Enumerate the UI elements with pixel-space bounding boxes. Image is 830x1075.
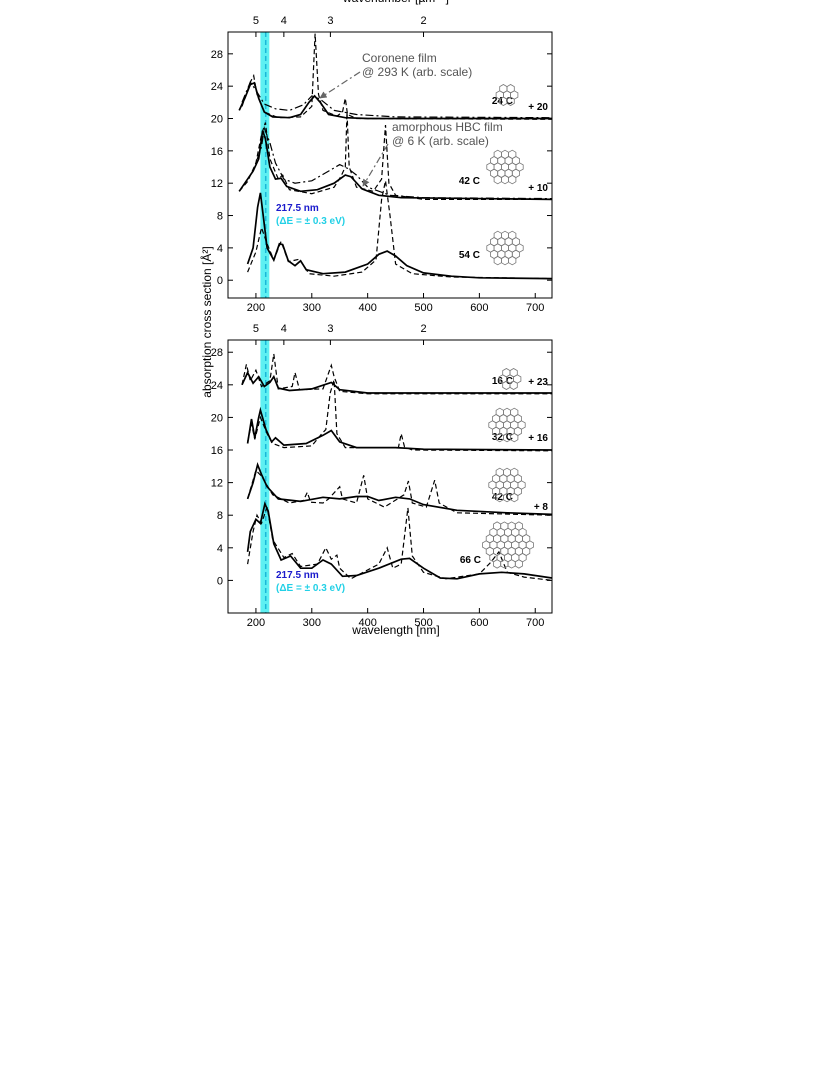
hexagon <box>517 420 526 430</box>
band-label: 217.5 nm <box>276 570 319 581</box>
y-tick-label: 8 <box>217 510 223 522</box>
molecule-label: 42 C <box>459 176 480 187</box>
x-tick-label: 600 <box>470 302 488 314</box>
spectrum-solid <box>246 461 552 516</box>
molecule-icon <box>488 407 526 443</box>
x2-tick-label: 2 <box>420 15 426 27</box>
spectrum-dashed <box>247 506 552 581</box>
curves <box>241 353 552 581</box>
x-tick-label: 700 <box>526 302 544 314</box>
molecule-label: 16 C <box>492 376 513 387</box>
x2-tick-label: 2 <box>420 323 426 335</box>
band <box>260 340 270 613</box>
x-tick-label: 200 <box>247 302 265 314</box>
y-tick-label: 20 <box>211 114 223 126</box>
molecule-icon <box>486 149 524 185</box>
hexagon <box>515 243 524 253</box>
y-tick-label: 16 <box>211 146 223 158</box>
y-tick-label: 0 <box>217 575 223 587</box>
band <box>260 32 270 298</box>
x-tick-label: 400 <box>358 617 376 629</box>
y-tick-label: 24 <box>211 380 223 392</box>
molecule-label: 66 C <box>460 555 481 566</box>
experiment-label: @ 6 K (arb. scale) <box>392 134 489 148</box>
spectrum-dashdot <box>241 125 552 200</box>
spectrum-dashed <box>247 180 552 280</box>
spectrum-solid <box>238 81 552 120</box>
y-tick-label: 24 <box>211 81 223 93</box>
molecule-icon <box>495 84 519 106</box>
molecule-label: 24 C <box>492 96 513 107</box>
x2-tick-label: 4 <box>281 15 287 27</box>
x2-tick-label: 4 <box>281 323 287 335</box>
spectrum-solid <box>246 501 552 580</box>
offset-label: + 10 <box>528 183 548 194</box>
hexagon <box>515 162 524 172</box>
offset-label: + 23 <box>528 377 548 388</box>
y-tick-label: 4 <box>217 543 223 555</box>
y-axis-title: absorption cross section [Å²] <box>199 246 214 397</box>
x-tick-label: 400 <box>358 302 376 314</box>
y-tick-label: 16 <box>211 445 223 457</box>
molecule-icon <box>488 467 526 503</box>
top-axis-title: wavenumber [µm⁻¹] <box>342 0 449 5</box>
y-tick-label: 20 <box>211 412 223 424</box>
experiment-label: @ 293 K (arb. scale) <box>362 65 472 79</box>
offset-label: + 20 <box>528 102 548 113</box>
spectrum-dashed <box>241 33 552 120</box>
x2-tick-label: 5 <box>253 323 259 335</box>
molecule-label: 54 C <box>459 250 480 261</box>
spectrum-dashed <box>241 353 552 395</box>
hexagon <box>510 90 519 100</box>
molecule-icon <box>498 368 522 390</box>
hexagon <box>525 540 534 550</box>
plot-frame <box>227 339 553 614</box>
molecule-label: 42 C <box>492 492 513 503</box>
x-tick-label: 300 <box>303 617 321 629</box>
experiment-leader <box>319 71 361 99</box>
x-tick-label: 200 <box>247 617 265 629</box>
band-error: (ΔE = ± 0.3 eV) <box>276 583 345 594</box>
y-tick-label: 28 <box>211 49 223 61</box>
x2-tick-label: 3 <box>327 323 333 335</box>
x-axis-title: wavelength [nm] <box>351 623 439 637</box>
spectrum-dashed <box>247 379 552 452</box>
molecule-icon <box>486 230 524 266</box>
y-tick-label: 12 <box>211 178 223 190</box>
experiment-label: Coronene film <box>362 51 437 65</box>
y-tick-label: 0 <box>217 275 223 287</box>
offset-label: + 8 <box>534 502 549 513</box>
plot-frame <box>227 31 553 299</box>
band-label: 217.5 nm <box>276 203 319 214</box>
experiment-label: amorphous HBC film <box>392 120 503 134</box>
molecule-label: 32 C <box>492 432 513 443</box>
x2-tick-label: 3 <box>327 15 333 27</box>
x2-tick-label: 5 <box>253 15 259 27</box>
curves <box>238 33 552 280</box>
band-error: (ΔE = ± 0.3 eV) <box>276 216 345 227</box>
x-tick-label: 500 <box>414 302 432 314</box>
y-tick-label: 4 <box>217 243 223 255</box>
experiment-leader <box>362 143 389 187</box>
y-tick-label: 8 <box>217 211 223 223</box>
offset-label: + 16 <box>528 433 548 444</box>
molecule-icon <box>482 521 534 569</box>
x-tick-label: 500 <box>414 617 432 629</box>
spectrum-solid <box>246 192 552 280</box>
y-tick-label: 28 <box>211 347 223 359</box>
x-tick-label: 300 <box>303 302 321 314</box>
hexagon <box>513 374 522 384</box>
hexagon <box>517 480 526 490</box>
spectrum-dashdot <box>241 80 552 119</box>
spectrum-dashed <box>247 469 552 516</box>
x-tick-label: 600 <box>470 617 488 629</box>
y-tick-label: 12 <box>211 478 223 490</box>
x-tick-label: 700 <box>526 617 544 629</box>
